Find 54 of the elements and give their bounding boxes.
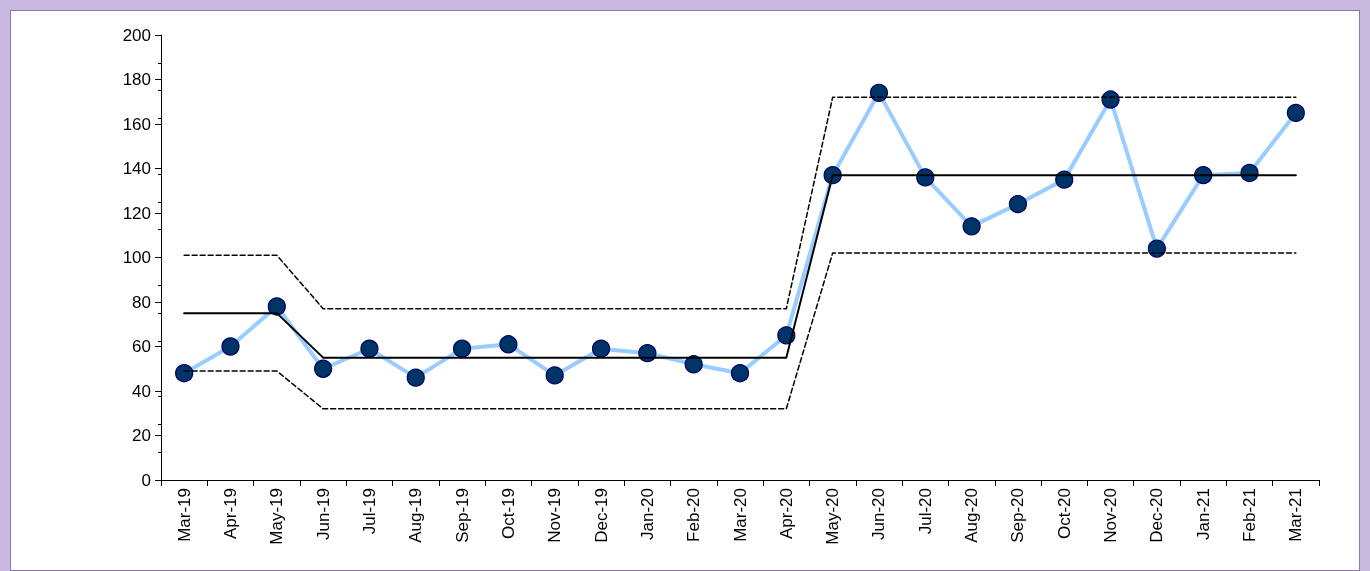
x-tick-label: Oct-20 bbox=[1054, 488, 1074, 540]
point bbox=[221, 337, 240, 356]
x-tick-label: Jul-19 bbox=[359, 488, 379, 535]
y-tick-label: 0 bbox=[141, 470, 151, 490]
y-tick-label: 160 bbox=[122, 114, 151, 134]
point bbox=[962, 217, 981, 236]
point bbox=[360, 339, 379, 358]
x-tick-label: Jun-20 bbox=[869, 488, 889, 540]
point bbox=[267, 297, 286, 316]
x-tick-label: Mar-20 bbox=[730, 488, 750, 542]
x-tick-label: Mar-19 bbox=[174, 488, 194, 542]
x-tick-label: Sep-19 bbox=[452, 488, 472, 543]
point bbox=[1101, 90, 1120, 109]
x-tick-label: Feb-20 bbox=[684, 488, 704, 542]
x-tick-label: Aug-19 bbox=[406, 488, 426, 543]
y-tick-label: 20 bbox=[132, 426, 151, 445]
x-tick-label: Jan-20 bbox=[637, 488, 657, 540]
x-tick-label: Feb-21 bbox=[1240, 488, 1260, 542]
x-tick-label: Sep-20 bbox=[1008, 488, 1028, 543]
point bbox=[591, 339, 611, 358]
x-tick-label: May-19 bbox=[267, 488, 287, 545]
point bbox=[175, 364, 194, 383]
y-tick-label: 80 bbox=[132, 292, 151, 312]
x-tick-label: Jun-19 bbox=[313, 488, 333, 540]
x-tick-label: Nov-20 bbox=[1101, 488, 1121, 543]
x-tick-label: Apr-19 bbox=[220, 488, 240, 540]
point bbox=[314, 359, 333, 378]
point bbox=[499, 335, 518, 354]
point bbox=[453, 339, 472, 358]
x-tick-label: May-20 bbox=[823, 488, 843, 545]
x-tick-label: Apr-20 bbox=[776, 488, 796, 540]
y-tick-label: 140 bbox=[122, 159, 151, 178]
point bbox=[869, 83, 889, 102]
point bbox=[1147, 239, 1166, 258]
x-tick-label: Mar-21 bbox=[1286, 488, 1306, 542]
y-tick-label: 100 bbox=[122, 248, 151, 267]
x-tick-label: Jan-21 bbox=[1193, 488, 1213, 540]
point bbox=[730, 364, 750, 383]
x-tick-label: Dec-19 bbox=[591, 488, 611, 543]
y-tick-label: 120 bbox=[122, 203, 151, 223]
y-tick-label: 200 bbox=[122, 25, 151, 45]
y-tick-label: 180 bbox=[122, 70, 151, 89]
point bbox=[1286, 103, 1305, 122]
x-tick-label: Aug-20 bbox=[962, 488, 982, 543]
x-tick-label: Jul-20 bbox=[915, 488, 935, 535]
x-tick-label: Dec-20 bbox=[1147, 488, 1167, 543]
x-tick-label: Nov-19 bbox=[545, 488, 565, 543]
point bbox=[1008, 195, 1028, 214]
point bbox=[406, 368, 425, 387]
y-tick-label: 60 bbox=[132, 337, 151, 356]
y-tick-label: 40 bbox=[132, 381, 151, 401]
point bbox=[684, 355, 703, 374]
x-tick-label: Oct-19 bbox=[498, 488, 518, 540]
point bbox=[545, 366, 564, 385]
